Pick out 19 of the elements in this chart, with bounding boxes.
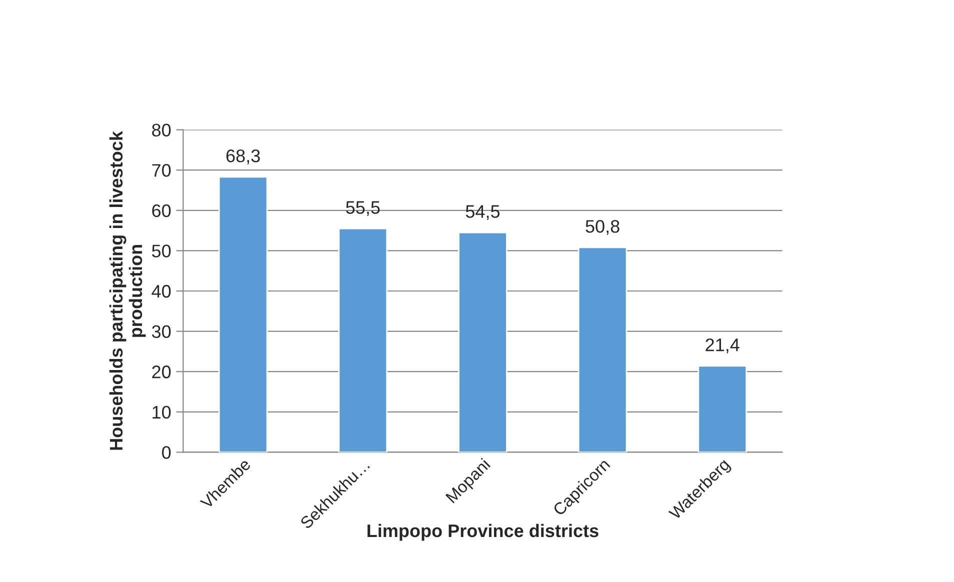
y-tick-label: 30 bbox=[152, 325, 171, 338]
data-label: 50,8 bbox=[586, 220, 620, 235]
data-label: 21,4 bbox=[706, 338, 740, 354]
bar bbox=[218, 176, 268, 452]
y-tick-label: 60 bbox=[152, 204, 171, 218]
y-tick-label: 50 bbox=[152, 244, 171, 258]
data-label: 68,3 bbox=[226, 149, 260, 164]
y-axis-title: Households participating in livestock production bbox=[109, 130, 146, 450]
y-tick-label: 40 bbox=[152, 284, 171, 298]
y-tick-label: 70 bbox=[152, 164, 171, 177]
y-tick-label: 10 bbox=[152, 406, 171, 419]
bar bbox=[578, 246, 628, 452]
y-tick-label: 80 bbox=[152, 124, 171, 137]
bar bbox=[338, 228, 388, 452]
bar bbox=[698, 365, 748, 452]
y-tick-label: 20 bbox=[152, 366, 171, 378]
x-axis-title: Limpopo Province districts bbox=[368, 524, 598, 541]
bar bbox=[458, 232, 508, 452]
y-tick-label: 0 bbox=[162, 446, 171, 459]
